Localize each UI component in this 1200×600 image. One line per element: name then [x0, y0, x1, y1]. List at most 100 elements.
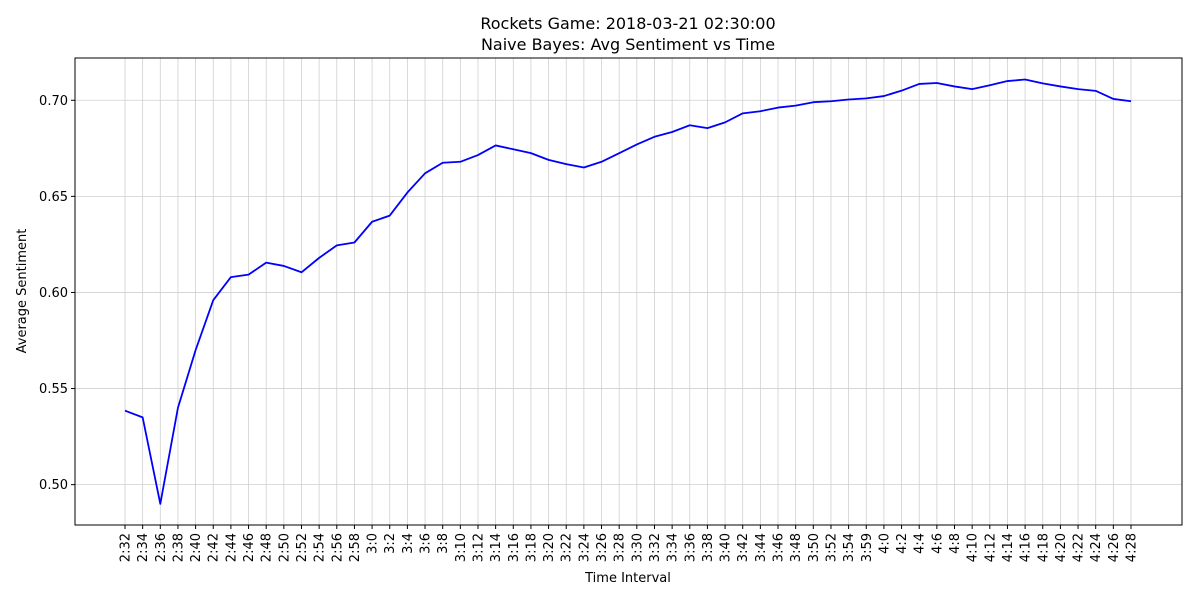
x-tick-label: 3:59 — [860, 533, 875, 562]
x-tick-label: 2:44 — [224, 533, 239, 562]
data-point — [248, 274, 250, 276]
data-point — [742, 112, 744, 114]
x-tick-label: 4:4 — [913, 533, 928, 554]
x-tick-label: 3:50 — [807, 533, 822, 562]
data-point — [759, 110, 761, 112]
data-point — [1077, 88, 1079, 90]
y-tick-label: 0.60 — [39, 286, 68, 301]
data-point — [495, 144, 497, 146]
x-tick-label: 2:58 — [348, 533, 363, 562]
x-tick-label: 3:54 — [842, 533, 857, 562]
data-point — [883, 95, 885, 97]
data-point — [618, 152, 620, 154]
data-point — [865, 97, 867, 99]
data-point — [1042, 82, 1044, 84]
data-point — [812, 101, 814, 103]
data-point — [142, 416, 144, 418]
x-tick-label: 4:12 — [983, 533, 998, 562]
data-point — [159, 503, 161, 505]
x-tick-label: 3:48 — [789, 533, 804, 562]
x-tick-label: 2:56 — [330, 533, 345, 562]
x-tick-label: 4:6 — [930, 533, 945, 554]
data-point — [212, 299, 214, 301]
data-point — [1059, 85, 1061, 87]
x-tick-label: 3:40 — [719, 533, 734, 562]
data-point — [459, 161, 461, 163]
x-tick-label: 3:8 — [436, 533, 451, 554]
data-point — [1095, 90, 1097, 92]
data-point — [989, 84, 991, 86]
x-axis-label: Time Interval — [584, 571, 671, 586]
x-tick-label: 3:18 — [524, 533, 539, 562]
x-tick-label: 3:38 — [701, 533, 716, 562]
data-point — [177, 407, 179, 409]
data-point — [230, 276, 232, 278]
data-point — [848, 99, 850, 101]
data-point — [795, 105, 797, 107]
series-sentiment — [124, 78, 1132, 505]
y-tick-label: 0.55 — [39, 382, 68, 397]
x-tick-label: 2:52 — [295, 533, 310, 562]
x-tick-label: 3:36 — [683, 533, 698, 562]
x-tick-label: 4:24 — [1089, 533, 1104, 562]
data-point — [689, 124, 691, 126]
x-tick-label: 4:2 — [895, 533, 910, 554]
x-tick-label: 3:28 — [613, 533, 628, 562]
x-tick-label: 3:16 — [507, 533, 522, 562]
x-tick-label: 3:20 — [542, 533, 557, 562]
x-tick-label: 4:20 — [1054, 533, 1069, 562]
data-point — [1112, 98, 1114, 100]
x-tick-label: 2:46 — [242, 533, 257, 562]
x-tick-label: 3:26 — [595, 533, 610, 562]
x-tick-label: 4:18 — [1036, 533, 1051, 562]
data-point — [653, 136, 655, 138]
x-tick-label: 3:24 — [577, 533, 592, 562]
x-tick-label: 3:30 — [630, 533, 645, 562]
y-axis-label: Average Sentiment — [15, 229, 30, 354]
data-point — [706, 127, 708, 129]
y-axis: 0.50 0.55 0.60 0.65 0.70 — [39, 94, 75, 493]
data-point — [300, 271, 302, 273]
data-point — [724, 121, 726, 123]
y-tick-label: 0.65 — [39, 190, 68, 205]
x-tick-label: 4:10 — [966, 533, 981, 562]
x-tick-label: 2:40 — [189, 533, 204, 562]
data-point — [636, 143, 638, 145]
y-tick-label: 0.70 — [39, 94, 68, 109]
x-tick-label: 2:42 — [207, 533, 222, 562]
x-tick-label: 3:14 — [489, 533, 504, 562]
x-tick-label: 3:0 — [366, 533, 381, 554]
x-tick-label: 3:12 — [471, 533, 486, 562]
data-point — [583, 167, 585, 169]
data-point — [406, 192, 408, 194]
data-point — [971, 88, 973, 90]
x-tick-label: 3:10 — [454, 533, 469, 562]
x-tick-label: 2:50 — [277, 533, 292, 562]
data-point — [548, 159, 550, 161]
x-tick-label: 3:6 — [419, 533, 434, 554]
grid-lines — [75, 58, 1182, 525]
x-tick-label: 3:22 — [560, 533, 575, 562]
data-point — [1024, 79, 1026, 81]
data-point — [918, 83, 920, 85]
data-point — [565, 163, 567, 165]
data-point — [1006, 80, 1008, 82]
data-point — [371, 221, 373, 223]
data-point — [353, 241, 355, 243]
data-point — [601, 161, 603, 163]
x-tick-label: 3:32 — [648, 533, 663, 562]
data-point — [265, 262, 267, 264]
x-tick-label: 4:28 — [1125, 533, 1140, 562]
chart-title: Rockets Game: 2018-03-21 02:30:00 — [480, 14, 775, 33]
data-point — [124, 410, 126, 412]
data-point — [389, 215, 391, 217]
x-tick-label: 4:26 — [1107, 533, 1122, 562]
x-tick-label: 2:54 — [313, 533, 328, 562]
data-point — [318, 257, 320, 259]
x-tick-label: 2:48 — [260, 533, 275, 562]
data-point — [830, 100, 832, 102]
data-point — [512, 148, 514, 150]
x-tick-label: 2:36 — [154, 533, 169, 562]
x-tick-label: 4:8 — [948, 533, 963, 554]
